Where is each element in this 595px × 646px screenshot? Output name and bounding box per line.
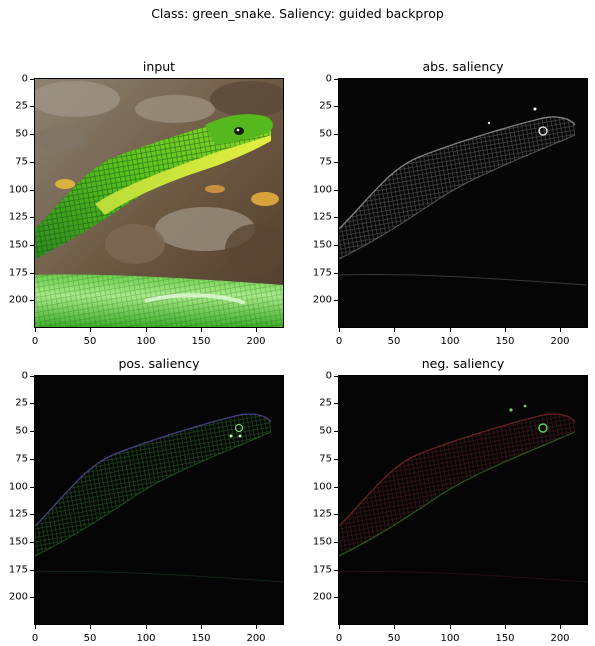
y-tick: 25: [319, 397, 332, 409]
panel-title-abs-saliency: abs. saliency: [422, 59, 504, 74]
y-tick: 125: [8, 508, 28, 520]
y-tick: 175: [312, 564, 332, 576]
x-tick: 100: [136, 336, 156, 347]
y-tick: 75: [15, 156, 28, 168]
y-tick: 150: [312, 536, 332, 548]
panel-title-input: input: [142, 59, 176, 74]
y-tick: 200: [312, 591, 332, 603]
abs-saliency-image: [338, 78, 588, 328]
x-tick: 100: [440, 336, 460, 347]
y-tick: 75: [15, 453, 28, 465]
x-tick: 0: [31, 633, 39, 644]
x-tick: 0: [335, 336, 343, 347]
x-tick: 150: [191, 336, 211, 347]
y-tick: 100: [8, 184, 28, 196]
y-tick: 50: [15, 425, 28, 437]
x-tick: 200: [550, 633, 570, 644]
x-tick: 100: [136, 633, 156, 644]
pos-saliency-image: [34, 375, 284, 625]
panel-title-neg-saliency: neg. saliency: [421, 356, 505, 371]
y-tick: 200: [312, 294, 332, 306]
x-tick: 200: [550, 336, 570, 347]
y-tick: 50: [319, 425, 332, 437]
neg-saliency-panel: neg. saliency 0 25 50 75 100 125 150 175…: [313, 356, 588, 644]
x-tick: 0: [335, 633, 343, 644]
y-tick: 175: [8, 564, 28, 576]
x-tick: 50: [83, 633, 97, 644]
x-tick: 150: [495, 633, 515, 644]
x-tick: 100: [440, 633, 460, 644]
y-tick: 150: [8, 239, 28, 251]
y-tick: 0: [21, 73, 28, 85]
y-tick: 125: [8, 211, 28, 223]
y-tick: 25: [15, 100, 28, 112]
y-tick: 100: [312, 184, 332, 196]
y-tick: 25: [319, 100, 332, 112]
abs-saliency-panel: abs. saliency 0 25 50 75 100 125 150 175…: [313, 59, 588, 347]
y-tick: 0: [21, 370, 28, 382]
x-tick: 200: [246, 633, 266, 644]
x-tick: 50: [83, 336, 97, 347]
x-tick: 150: [495, 336, 515, 347]
y-tick: 0: [325, 370, 332, 382]
y-tick: 100: [312, 481, 332, 493]
y-tick: 150: [8, 536, 28, 548]
y-tick: 0: [325, 73, 332, 85]
y-tick: 125: [312, 508, 332, 520]
y-tick: 25: [15, 397, 28, 409]
y-tick: 50: [15, 128, 28, 140]
y-tick: 75: [319, 453, 332, 465]
x-tick: 50: [387, 633, 401, 644]
y-tick: 200: [8, 591, 28, 603]
y-tick: 100: [8, 481, 28, 493]
y-tick: 150: [312, 239, 332, 251]
figure-title: Class: green_snake. Saliency: guided bac…: [151, 6, 444, 21]
y-tick: 200: [8, 294, 28, 306]
x-tick: 150: [191, 633, 211, 644]
y-tick: 175: [312, 267, 332, 279]
y-tick: 125: [312, 211, 332, 223]
y-tick: 175: [8, 267, 28, 279]
x-tick: 200: [246, 336, 266, 347]
y-tick: 75: [319, 156, 332, 168]
y-tick: 50: [319, 128, 332, 140]
x-tick: 0: [31, 336, 39, 347]
input-image: [34, 78, 284, 328]
pos-saliency-panel: pos. saliency 0 25 50 75 100 125 150 175…: [9, 356, 284, 644]
input-panel: input: [9, 59, 284, 347]
neg-saliency-image: [338, 375, 588, 625]
panel-title-pos-saliency: pos. saliency: [118, 356, 200, 371]
x-tick: 50: [387, 336, 401, 347]
